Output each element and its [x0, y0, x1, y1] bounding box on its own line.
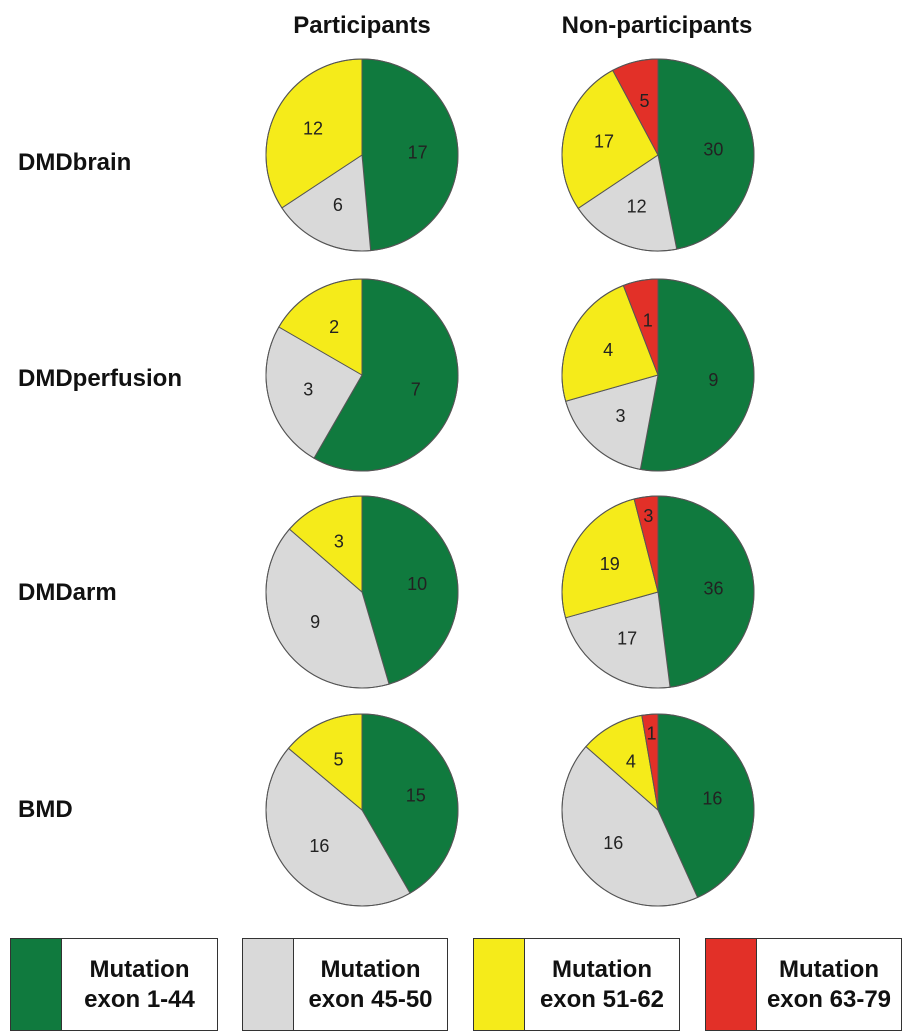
legend-label-line1: Mutation — [89, 955, 190, 983]
pie-slice-value-label: 17 — [617, 628, 637, 648]
pie-dmdarm-participants: 10 9 3 — [265, 495, 459, 689]
row-label-dmdperfusion: DMDperfusion — [18, 365, 182, 392]
pie-slice-value-label: 3 — [643, 506, 653, 526]
pie-slice-value-label: 19 — [600, 554, 620, 574]
legend-label-line1: Mutation — [320, 955, 421, 983]
legend-item-exon-51-62: Mutation exon 51-62 — [473, 938, 680, 1031]
pies-layer: 1761230121757329341109336171931516516164… — [265, 58, 755, 907]
pie-slice-value-label: 5 — [333, 750, 343, 770]
pie-slice-value-label: 9 — [310, 612, 320, 632]
pie-slice-value-label: 10 — [407, 574, 427, 594]
pie-dmdbrain-participants: 17 6 12 — [265, 58, 459, 252]
pie-slice-value-label: 30 — [703, 140, 723, 160]
pie-slice-value-label: 12 — [303, 119, 323, 139]
pie-slice-value-label: 12 — [627, 196, 647, 216]
pie-slice-value-label: 16 — [603, 833, 623, 853]
pie-slice-value-label: 7 — [411, 379, 421, 399]
pie-slice-value-label: 1 — [643, 310, 653, 330]
pie-slice-value-label: 4 — [603, 340, 613, 360]
legend-label-line2: exon 51-62 — [539, 985, 665, 1013]
legend-swatch-exon-63-79 — [706, 939, 757, 1030]
legend-label-line1: Mutation — [552, 955, 652, 983]
pie-slice-value-label: 17 — [408, 143, 428, 163]
pie-outline — [265, 278, 459, 472]
legend-label-line1: Mutation — [779, 955, 879, 983]
pie-chart-grid: Participants Non-participants DMDbrain D… — [18, 12, 755, 907]
pie-slice-value-label: 6 — [333, 195, 343, 215]
pie-slice-value-label: 16 — [309, 836, 329, 856]
pie-outline — [265, 495, 459, 689]
row-label-dmdbrain: DMDbrain — [18, 149, 131, 176]
pie-dmdperfusion-participants: 7 3 2 — [265, 278, 459, 472]
pie-slice-value-label: 4 — [626, 751, 636, 771]
pie-slice-value-label: 3 — [303, 379, 313, 399]
legend-item-exon-1-44: Mutation exon 1-44 — [10, 938, 218, 1031]
pie-dmdbrain-non-participants: 30 12 17 5 — [561, 58, 755, 252]
pie-outline — [265, 713, 459, 907]
pie-slice-value-label: 16 — [702, 788, 722, 808]
row-label-bmd: BMD — [18, 796, 73, 823]
pie-slice-value-label: 3 — [334, 531, 344, 551]
legend-label-line2: exon 63-79 — [766, 985, 892, 1013]
pie-slice-value-label: 17 — [594, 131, 614, 151]
pie-slice-value-label: 15 — [406, 786, 426, 806]
column-header-participants: Participants — [293, 12, 430, 39]
pie-bmd-non-participants: 16 16 41 — [561, 713, 755, 907]
legend-swatch-exon-1-44 — [11, 939, 62, 1030]
pie-slice-value-label: 3 — [615, 406, 625, 426]
pie-outline — [561, 495, 755, 689]
pie-slice-value-label: 36 — [704, 579, 724, 599]
pie-slice-value-label: 9 — [708, 370, 718, 390]
pie-outline — [561, 713, 755, 907]
legend-swatch-exon-45-50 — [243, 939, 294, 1030]
pie-slice-value-label: 5 — [639, 91, 649, 111]
pie-bmd-participants: 15 16 5 — [265, 713, 459, 907]
pie-outline — [265, 58, 459, 252]
legend-item-exon-45-50: Mutation exon 45-50 — [242, 938, 448, 1031]
column-header-non-participants: Non-participants — [562, 12, 753, 39]
row-label-dmdarm: DMDarm — [18, 579, 117, 606]
legend-item-exon-63-79: Mutation exon 63-79 — [705, 938, 902, 1031]
pie-outline — [561, 278, 755, 472]
legend-label-line2: exon 45-50 — [308, 985, 433, 1013]
pie-slice-value-label: 1 — [646, 723, 656, 743]
legend-label-line2: exon 1-44 — [84, 985, 195, 1013]
pie-dmdperfusion-non-participants: 9 3 4 1 — [561, 278, 755, 472]
pie-slice-value-label: 2 — [329, 317, 339, 337]
pie-dmdarm-non-participants: 36 17 19 3 — [561, 495, 755, 689]
pie-outline — [561, 58, 755, 252]
legend-swatch-exon-51-62 — [474, 939, 525, 1030]
